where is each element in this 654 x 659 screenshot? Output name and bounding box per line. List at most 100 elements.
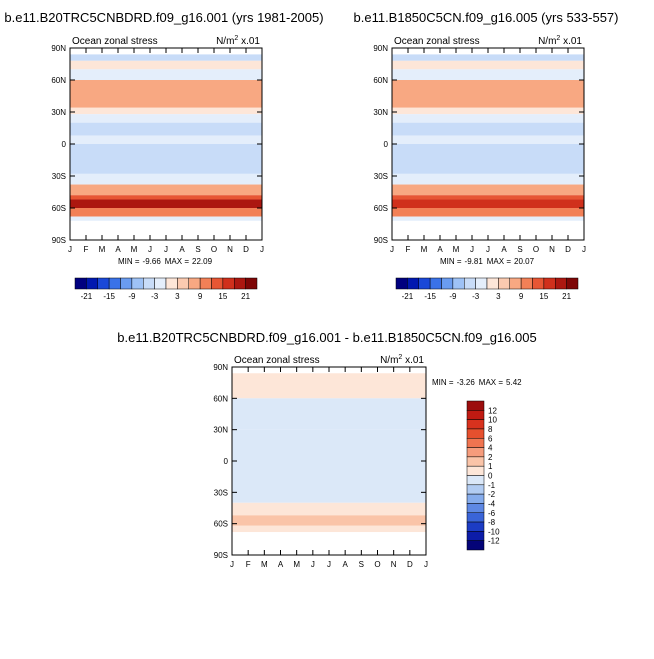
- panel-3-min-label: MIN =: [432, 378, 454, 387]
- y-tick-label: 90S: [52, 236, 66, 245]
- colorbar-swatch: [131, 277, 144, 290]
- x-tick-label: J: [311, 560, 315, 569]
- x-tick-label: J: [486, 245, 490, 254]
- x-tick-label: J: [470, 245, 474, 254]
- colorbar-swatch: [466, 484, 485, 495]
- y-tick-label: 90N: [373, 44, 388, 53]
- heatmap-band: [70, 54, 262, 61]
- y-tick-label: 30N: [373, 108, 388, 117]
- colorbar-label: -12: [488, 537, 500, 546]
- y-tick-label: 0: [62, 140, 67, 149]
- colorbar-swatch: [466, 531, 485, 541]
- x-tick-label: S: [517, 245, 522, 254]
- heatmap-band: [392, 107, 584, 115]
- colorbar-label: 0: [488, 472, 493, 481]
- colorbar-swatch: [177, 277, 189, 290]
- colorbar-swatch: [466, 493, 485, 504]
- colorbar-label: 15: [218, 292, 227, 301]
- x-tick-label: J: [582, 245, 586, 254]
- panel-3-units-base: N/m: [380, 355, 398, 366]
- x-tick-label: F: [406, 245, 411, 254]
- x-tick-label: A: [342, 560, 348, 569]
- x-tick-label: M: [293, 560, 300, 569]
- x-tick-label: F: [84, 245, 89, 254]
- x-tick-label: N: [549, 245, 555, 254]
- x-tick-label: M: [453, 245, 460, 254]
- x-tick-label: J: [68, 245, 72, 254]
- colorbar-swatch: [543, 277, 556, 290]
- y-tick-label: 60N: [213, 394, 228, 403]
- heatmap-band: [392, 216, 584, 221]
- colorbar-swatch: [464, 277, 476, 290]
- colorbar-label: -3: [151, 292, 159, 301]
- x-tick-label: O: [533, 245, 539, 254]
- colorbar-label: 3: [175, 292, 180, 301]
- colorbar-label: 9: [198, 292, 203, 301]
- heatmap-band: [232, 398, 426, 430]
- panel-1-title: b.e11.B20TRC5CNBDRD.f09_g16.001 (yrs 198…: [4, 10, 323, 25]
- heatmap-band: [70, 114, 262, 123]
- panel-3-units-sup: 2: [398, 354, 402, 361]
- colorbar-label: 12: [488, 406, 497, 415]
- y-tick-label: 0: [224, 457, 229, 466]
- colorbar-swatch: [466, 410, 485, 420]
- x-tick-label: O: [374, 560, 380, 569]
- panel-1-units-suffix: x.01: [238, 36, 260, 47]
- x-tick-label: S: [359, 560, 364, 569]
- x-tick-label: N: [391, 560, 397, 569]
- panel-1-max-label: MAX =: [165, 257, 190, 266]
- colorbar-swatch: [520, 277, 533, 290]
- x-tick-label: O: [211, 245, 217, 254]
- heatmap-band: [392, 208, 584, 217]
- heatmap-band: [70, 135, 262, 144]
- heatmap-band: [392, 122, 584, 136]
- panel-2-min-label: MIN =: [440, 257, 462, 266]
- y-tick-label: 60S: [52, 204, 66, 213]
- heatmap-band: [70, 144, 262, 174]
- heatmap-band: [70, 107, 262, 115]
- heatmap-band: [392, 114, 584, 123]
- colorbar-swatch: [532, 277, 545, 290]
- colorbar-label: -15: [103, 292, 115, 301]
- heatmap-band: [70, 195, 262, 200]
- colorbar-swatch: [509, 277, 522, 290]
- colorbar-label: 3: [496, 292, 501, 301]
- colorbar-swatch: [466, 475, 485, 486]
- x-tick-label: M: [261, 560, 268, 569]
- panel-2: b.e11.B1850C5CN.f09_g16.005 (yrs 533-557…: [354, 10, 619, 301]
- x-tick-label: M: [421, 245, 428, 254]
- x-tick-label: D: [407, 560, 413, 569]
- heatmap-band: [392, 184, 584, 196]
- colorbar-swatch: [245, 277, 258, 290]
- colorbar-label: 10: [488, 416, 497, 425]
- colorbar-label: -8: [488, 518, 496, 527]
- x-tick-label: J: [327, 560, 331, 569]
- panel-1-units-base: N/m: [216, 36, 234, 47]
- panel-3-units-suffix: x.01: [402, 355, 424, 366]
- colorbar-label: -4: [488, 499, 496, 508]
- colorbar-swatch: [97, 277, 110, 290]
- y-tick-label: 90N: [213, 363, 228, 372]
- x-tick-label: J: [164, 245, 168, 254]
- colorbar-swatch: [222, 277, 235, 290]
- colorbar-label: 9: [519, 292, 524, 301]
- y-tick-label: 30N: [51, 108, 66, 117]
- panel-1-subtitle: Ocean zonal stress: [72, 36, 158, 47]
- colorbar-swatch: [466, 540, 485, 551]
- y-tick-label: 30S: [52, 172, 66, 181]
- colorbar-label: 8: [488, 425, 493, 434]
- heatmap-band: [232, 429, 426, 461]
- panel-3: b.e11.B20TRC5CNBDRD.f09_g16.001 - b.e11.…: [117, 330, 536, 569]
- y-tick-label: 90N: [51, 44, 66, 53]
- colorbar-label: -9: [449, 292, 457, 301]
- colorbar-label: -15: [424, 292, 436, 301]
- colorbar-swatch: [74, 277, 87, 290]
- colorbar-label: -9: [128, 292, 136, 301]
- colorbar-label: 15: [539, 292, 548, 301]
- colorbar-swatch: [466, 456, 485, 467]
- heatmap-band: [70, 208, 262, 217]
- panel-1-min-max: MIN = -9.66 MAX = 22.09: [118, 257, 213, 266]
